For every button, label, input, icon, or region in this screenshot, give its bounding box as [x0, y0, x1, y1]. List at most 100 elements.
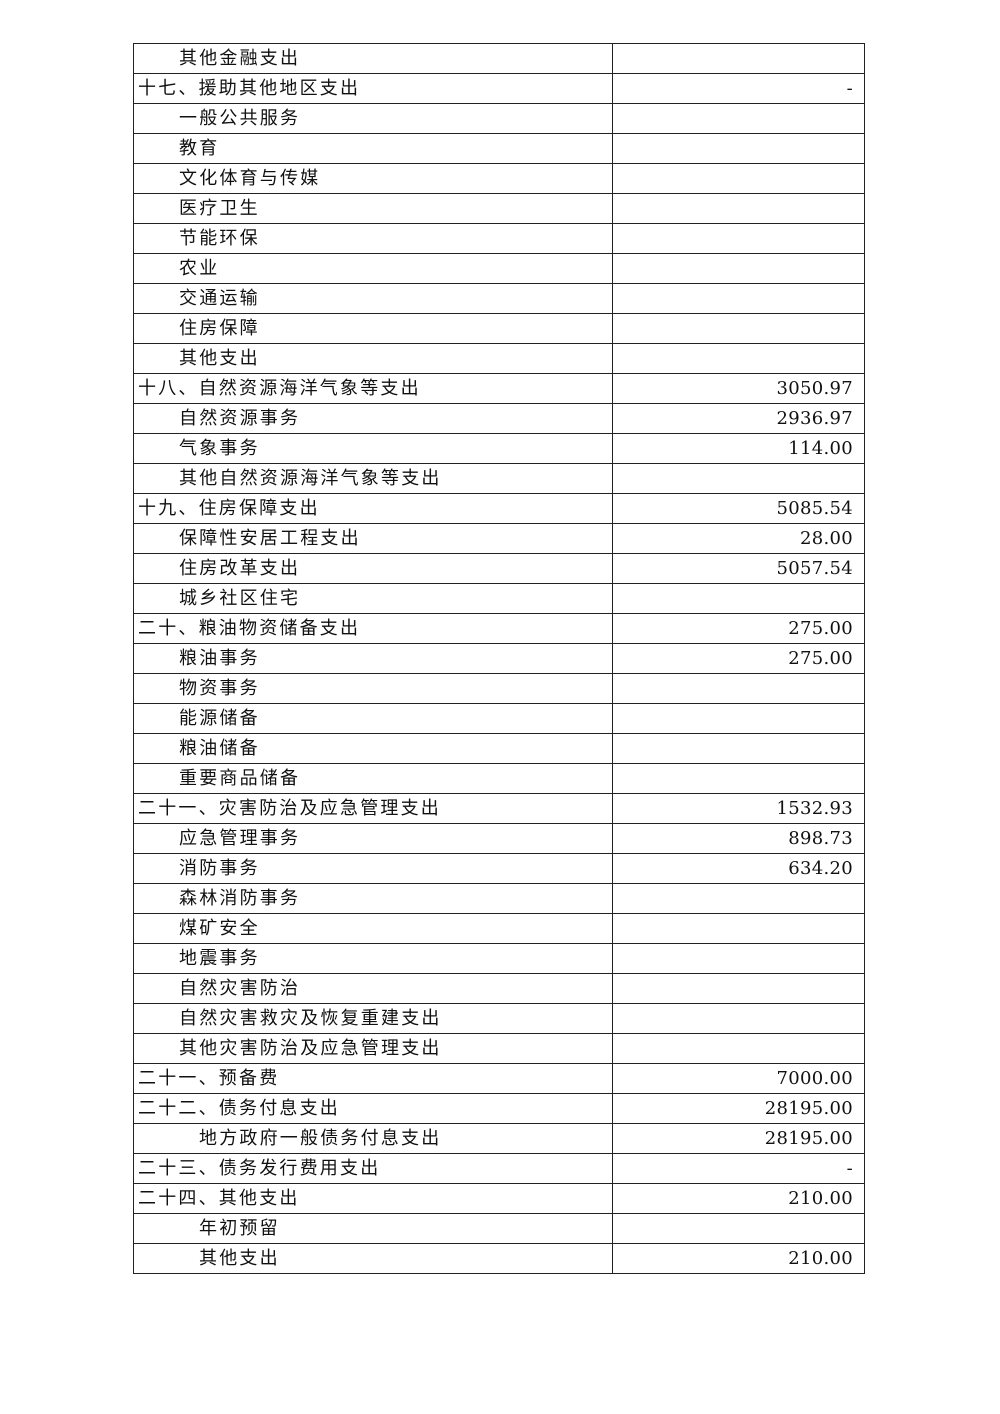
- row-category: 住房改革支出: [133, 553, 613, 584]
- row-category: 城乡社区住宅: [133, 583, 613, 614]
- row-amount: [612, 1213, 865, 1244]
- row-category: 其他金融支出: [133, 43, 613, 74]
- row-category: 重要商品储备: [133, 763, 613, 794]
- table-row: 地方政府一般债务付息支出 28195.00: [133, 1123, 865, 1154]
- row-category: 十九、住房保障支出: [133, 493, 613, 524]
- row-amount: [612, 223, 865, 254]
- row-amount: 275.00: [612, 613, 865, 644]
- row-amount: [612, 463, 865, 494]
- table-row: 二十一、预备费 7000.00: [133, 1063, 865, 1094]
- row-category: 年初预留: [133, 1213, 613, 1244]
- row-amount: 28.00: [612, 523, 865, 554]
- row-category: 其他自然资源海洋气象等支出: [133, 463, 613, 494]
- row-category: 其他支出: [133, 343, 613, 374]
- row-amount: 898.73: [612, 823, 865, 854]
- table-row: 其他自然资源海洋气象等支出: [133, 463, 865, 494]
- row-category: 能源储备: [133, 703, 613, 734]
- row-category: 二十一、灾害防治及应急管理支出: [133, 793, 613, 824]
- table-row: 气象事务 114.00: [133, 433, 865, 464]
- row-category: 其他支出: [133, 1243, 613, 1274]
- table-row: 文化体育与传媒: [133, 163, 865, 194]
- table-row: 节能环保: [133, 223, 865, 254]
- table-row: 重要商品储备: [133, 763, 865, 794]
- row-amount: [612, 913, 865, 944]
- table-row: 年初预留: [133, 1213, 865, 1244]
- row-category: 保障性安居工程支出: [133, 523, 613, 554]
- row-category: 二十三、债务发行费用支出: [133, 1153, 613, 1184]
- row-amount: [612, 943, 865, 974]
- table-row: 自然灾害防治: [133, 973, 865, 1004]
- row-category: 应急管理事务: [133, 823, 613, 854]
- row-category: 节能环保: [133, 223, 613, 254]
- row-category: 二十二、债务付息支出: [133, 1093, 613, 1124]
- row-category: 消防事务: [133, 853, 613, 884]
- row-amount: -: [612, 1153, 865, 1184]
- table-row: 能源储备: [133, 703, 865, 734]
- row-amount: [612, 253, 865, 284]
- table-row: 住房保障: [133, 313, 865, 344]
- table-row: 十八、自然资源海洋气象等支出 3050.97: [133, 373, 865, 404]
- row-amount: [612, 673, 865, 704]
- table-row: 自然资源事务 2936.97: [133, 403, 865, 434]
- row-category: 医疗卫生: [133, 193, 613, 224]
- row-amount: [612, 703, 865, 734]
- table-row: 煤矿安全: [133, 913, 865, 944]
- row-amount: 275.00: [612, 643, 865, 674]
- row-amount: 3050.97: [612, 373, 865, 404]
- row-category: 自然灾害救灾及恢复重建支出: [133, 1003, 613, 1034]
- row-amount: [612, 313, 865, 344]
- row-amount: -: [612, 73, 865, 104]
- row-category: 自然灾害防治: [133, 973, 613, 1004]
- row-category: 二十四、其他支出: [133, 1183, 613, 1214]
- table-row: 十七、援助其他地区支出 -: [133, 73, 865, 104]
- table-row: 交通运输: [133, 283, 865, 314]
- table-row: 地震事务: [133, 943, 865, 974]
- row-category: 森林消防事务: [133, 883, 613, 914]
- table-row: 农业: [133, 253, 865, 284]
- row-category: 自然资源事务: [133, 403, 613, 434]
- row-category: 粮油事务: [133, 643, 613, 674]
- table-row: 物资事务: [133, 673, 865, 704]
- table-row: 城乡社区住宅: [133, 583, 865, 614]
- table-row: 自然灾害救灾及恢复重建支出: [133, 1003, 865, 1034]
- row-category: 煤矿安全: [133, 913, 613, 944]
- row-amount: 210.00: [612, 1183, 865, 1214]
- row-amount: 5057.54: [612, 553, 865, 584]
- table-row: 医疗卫生: [133, 193, 865, 224]
- table-row: 森林消防事务: [133, 883, 865, 914]
- table-row: 其他金融支出: [133, 43, 865, 74]
- row-amount: [612, 283, 865, 314]
- row-amount: 114.00: [612, 433, 865, 464]
- budget-expenditure-table: 其他金融支出 十七、援助其他地区支出 - 一般公共服务 教育 文化体育与传媒 医疗卫生 节能环…: [133, 43, 865, 1274]
- table-row: 十九、住房保障支出 5085.54: [133, 493, 865, 524]
- row-amount: [612, 583, 865, 614]
- row-category: 气象事务: [133, 433, 613, 464]
- row-category: 十七、援助其他地区支出: [133, 73, 613, 104]
- table-row: 二十一、灾害防治及应急管理支出 1532.93: [133, 793, 865, 824]
- table-row: 其他灾害防治及应急管理支出: [133, 1033, 865, 1064]
- table-row: 二十四、其他支出 210.00: [133, 1183, 865, 1214]
- row-amount: 2936.97: [612, 403, 865, 434]
- row-amount: [612, 193, 865, 224]
- row-amount: 5085.54: [612, 493, 865, 524]
- table-row: 教育: [133, 133, 865, 164]
- row-category: 二十一、预备费: [133, 1063, 613, 1094]
- row-amount: [612, 1033, 865, 1064]
- row-amount: 634.20: [612, 853, 865, 884]
- row-amount: [612, 43, 865, 74]
- row-category: 二十、粮油物资储备支出: [133, 613, 613, 644]
- row-category: 物资事务: [133, 673, 613, 704]
- row-category: 农业: [133, 253, 613, 284]
- row-category: 地方政府一般债务付息支出: [133, 1123, 613, 1154]
- table-row: 住房改革支出 5057.54: [133, 553, 865, 584]
- row-amount: [612, 103, 865, 134]
- row-amount: 28195.00: [612, 1123, 865, 1154]
- table-row: 一般公共服务: [133, 103, 865, 134]
- table-row: 其他支出 210.00: [133, 1243, 865, 1274]
- row-amount: [612, 1003, 865, 1034]
- row-category: 交通运输: [133, 283, 613, 314]
- row-amount: 7000.00: [612, 1063, 865, 1094]
- table-row: 二十、粮油物资储备支出 275.00: [133, 613, 865, 644]
- row-category: 其他灾害防治及应急管理支出: [133, 1033, 613, 1064]
- row-amount: [612, 763, 865, 794]
